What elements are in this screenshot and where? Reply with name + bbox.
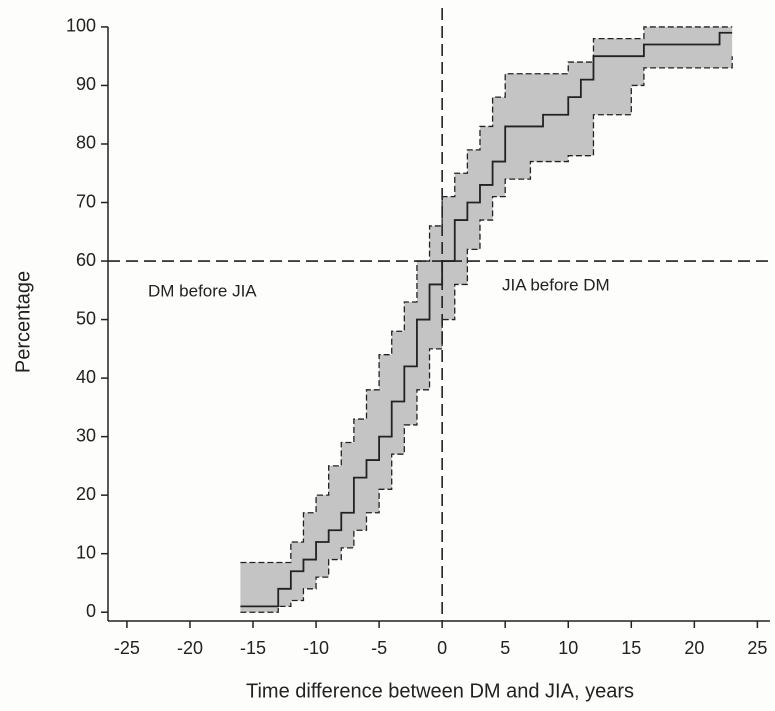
y-tick-label: 80 <box>76 133 96 153</box>
y-tick-label: 0 <box>86 601 96 621</box>
step-line <box>240 31 733 608</box>
x-tick-label: 10 <box>558 638 578 658</box>
band-edge <box>240 56 733 613</box>
x-tick-label: -5 <box>371 638 387 658</box>
x-tick-label: 5 <box>500 638 510 658</box>
annotation: JIA before DM <box>502 275 610 294</box>
y-tick-label: 30 <box>76 425 96 445</box>
y-tick-label: 40 <box>76 367 96 387</box>
x-tick-label: 25 <box>747 638 767 658</box>
annotation: DM before JIA <box>148 281 257 300</box>
x-tick-label: -25 <box>114 638 140 658</box>
x-tick-label: -20 <box>177 638 203 658</box>
y-tick-label: 50 <box>76 308 96 328</box>
band-edge <box>240 26 733 564</box>
y-tick-label: 70 <box>76 191 96 211</box>
x-tick-label: 20 <box>684 638 704 658</box>
y-tick-label: 20 <box>76 484 96 504</box>
y-tick-label: 60 <box>76 250 96 270</box>
x-axis-label: Time difference between DM and JIA, year… <box>246 680 634 702</box>
y-tick-label: 90 <box>76 74 96 94</box>
x-tick-label: 0 <box>437 638 447 658</box>
confidence-band <box>240 26 733 613</box>
y-tick-label: 10 <box>76 542 96 562</box>
x-tick-label: -10 <box>303 638 329 658</box>
y-tick-label: 100 <box>66 16 96 36</box>
x-tick-label: -15 <box>240 638 266 658</box>
x-tick-label: 15 <box>621 638 641 658</box>
y-axis-label: Percentage <box>12 271 34 373</box>
